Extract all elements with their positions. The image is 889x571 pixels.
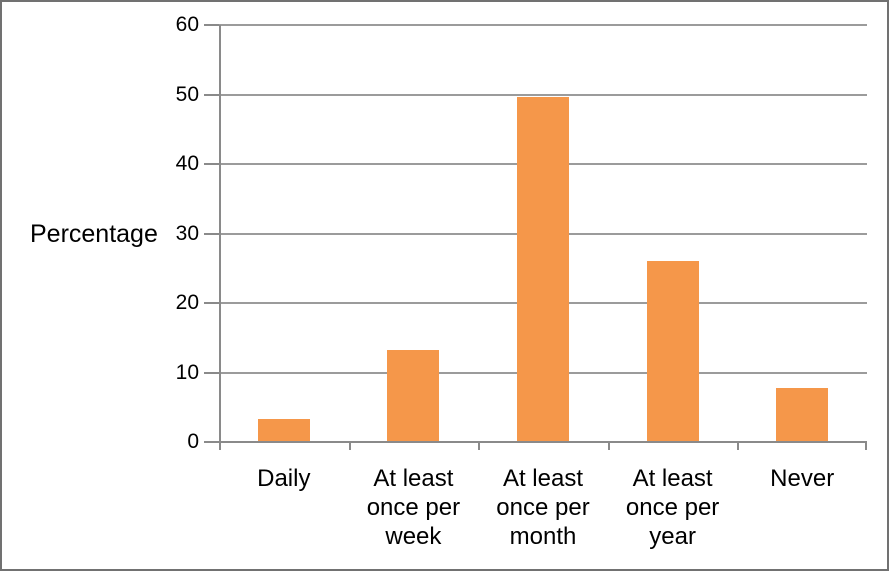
y-tick-label: 0 (187, 430, 199, 453)
y-axis-tick (204, 232, 219, 235)
y-axis-line (219, 25, 221, 450)
y-axis-title: Percentage (30, 220, 158, 248)
y-axis-tick (204, 371, 219, 374)
x-axis-tick (607, 442, 610, 450)
y-axis-tick (204, 441, 219, 443)
bar-at-least-once-per-week (387, 349, 440, 442)
x-axis-line (219, 441, 867, 443)
x-category-label: Never (770, 465, 835, 492)
bar-at-least-once-per-year (646, 261, 699, 442)
bar-at-least-once-per-month (517, 96, 569, 442)
y-tick-label: 30 (175, 221, 199, 245)
x-category-label: At least once per month (496, 465, 590, 550)
y-axis-tick (204, 24, 219, 26)
bar-never (776, 388, 829, 442)
y-tick-label: 60 (175, 13, 199, 36)
y-tick-label: 50 (175, 82, 199, 106)
x-axis-tick (478, 442, 481, 450)
y-tick-label: 40 (175, 152, 199, 175)
x-axis-tick (865, 442, 867, 450)
y-tick-label: 10 (175, 360, 199, 384)
gridline (219, 24, 867, 26)
bar-daily (257, 419, 310, 442)
y-axis-tick (204, 93, 219, 96)
x-category-label: Daily (257, 465, 311, 492)
gridline (219, 93, 867, 96)
x-axis-tick (348, 442, 351, 450)
x-axis-tick (737, 442, 740, 450)
x-category-label: At least once per week (366, 465, 461, 550)
y-tick-label: 20 (175, 291, 199, 314)
x-category-label: At least once per year (625, 465, 720, 550)
y-axis-tick (204, 163, 219, 165)
y-axis-tick (204, 302, 219, 304)
